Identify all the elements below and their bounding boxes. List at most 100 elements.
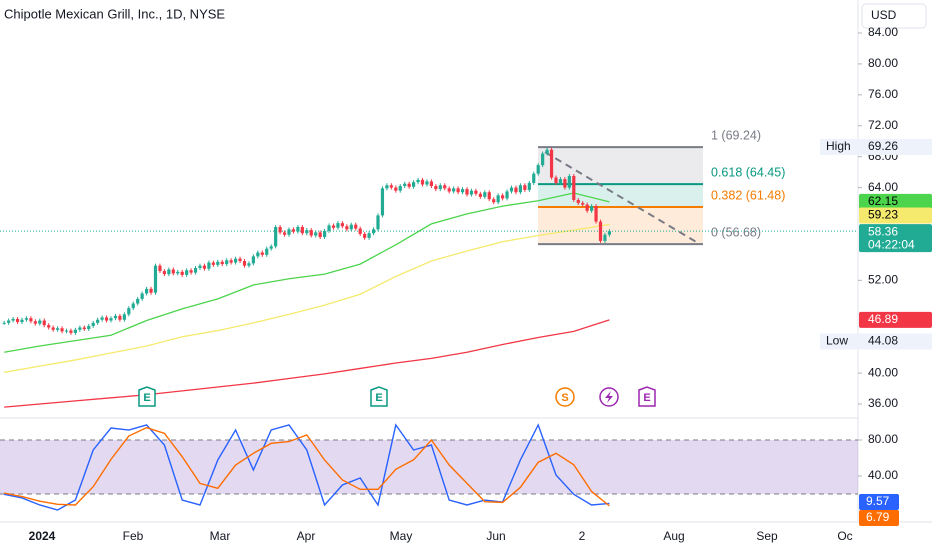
lightning-icon[interactable] [599,387,619,407]
candle [78,327,82,330]
candle [514,187,518,193]
candle [367,233,371,238]
candle [51,327,55,330]
price-label-bg [859,193,932,210]
candle [278,227,282,233]
candle [354,224,358,229]
candle [509,187,514,192]
candle [518,185,522,193]
price-label: 46.89 [868,312,898,326]
oscillator-label: 9.57 [866,494,890,508]
oscillator-line [4,426,610,507]
candle [549,149,554,178]
low-label: Low [826,334,848,348]
x-tick-label: Apr [297,529,316,543]
event[interactable]: E [370,386,388,407]
candle [122,314,126,320]
candle [64,330,69,332]
candle [567,175,571,188]
candle [251,256,255,264]
last-price-bg [859,224,932,253]
candle [256,252,260,257]
price-label: 62.15 [868,194,898,208]
candle [323,230,327,238]
event[interactable]: E [138,386,156,407]
candle [2,322,6,324]
candle [447,188,451,192]
event-letter: S [561,392,568,404]
candle [171,269,175,274]
candle [118,315,122,320]
moving-average [4,319,610,408]
candle [282,232,287,235]
candle [345,226,349,230]
x-tick-label: 2 [579,529,586,543]
candle [20,319,24,323]
event-badge [555,387,575,407]
candle [60,328,64,332]
fib-label: 1 (69.24) [711,128,761,142]
candle [216,261,220,265]
candle [389,185,393,188]
candle [425,181,429,185]
candle [82,327,86,330]
candle [572,175,576,200]
event-letter: E [375,392,382,404]
candle [287,229,291,235]
event-badge [638,386,656,407]
x-tick-label: Jun [486,529,505,543]
candle [69,330,73,333]
y-tick-label: 40.00 [868,468,898,482]
icon-glyph [605,391,613,403]
candle [443,185,447,189]
currency-button[interactable] [861,3,927,29]
candle [598,221,603,241]
candle [296,227,300,232]
candle [47,325,51,328]
candle [113,315,118,319]
candle [336,223,340,228]
candle [234,258,238,263]
y-tick-label: 64.00 [868,180,898,194]
candle [585,204,589,211]
moving-average [4,192,610,353]
event[interactable]: S [555,387,575,407]
candle [496,195,500,203]
event-badge [370,386,388,407]
candle [274,227,278,247]
candle [158,265,162,272]
candle [100,317,104,320]
low-label-bg [820,333,932,350]
candle [176,271,180,274]
chart-title: Chipotle Mexican Grill, Inc., 1D, NYSE [4,6,225,21]
candle [403,183,407,187]
candle [501,195,505,199]
candle [136,298,140,304]
x-tick-label: Mar [210,529,231,543]
oscillator-label-bg [859,510,899,526]
candle [104,317,109,321]
candle [558,179,563,183]
candle [149,288,153,293]
candle [371,229,376,234]
candle [229,260,233,263]
candle [474,190,478,194]
event[interactable]: E [638,386,656,407]
candle [607,231,611,235]
oscillator-line [4,423,610,511]
candle [545,149,549,154]
x-tick-label: Aug [663,529,684,543]
y-tick-label: 40.00 [868,365,898,379]
candle [56,328,60,330]
candle [327,225,331,231]
y-tick-label: 76.00 [868,87,898,101]
candle [376,215,380,230]
candle [265,248,269,255]
candle [429,181,433,187]
candle [29,318,33,322]
candle [412,182,416,187]
candle [127,308,131,315]
candle [91,322,95,326]
